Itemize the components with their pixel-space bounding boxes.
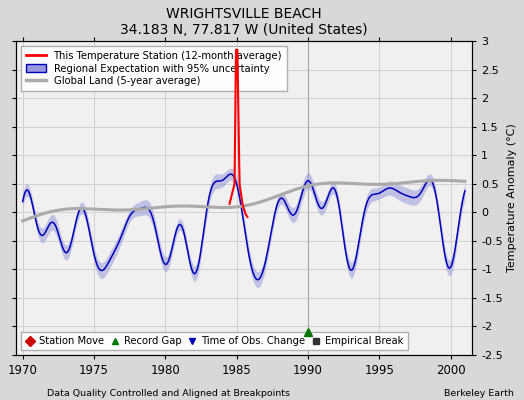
Legend: Station Move, Record Gap, Time of Obs. Change, Empirical Break: Station Move, Record Gap, Time of Obs. C… [20, 332, 408, 350]
Text: Berkeley Earth: Berkeley Earth [444, 389, 514, 398]
Y-axis label: Temperature Anomaly (°C): Temperature Anomaly (°C) [507, 124, 517, 272]
Text: Data Quality Controlled and Aligned at Breakpoints: Data Quality Controlled and Aligned at B… [47, 389, 290, 398]
Title: WRIGHTSVILLE BEACH
34.183 N, 77.817 W (United States): WRIGHTSVILLE BEACH 34.183 N, 77.817 W (U… [120, 7, 368, 37]
